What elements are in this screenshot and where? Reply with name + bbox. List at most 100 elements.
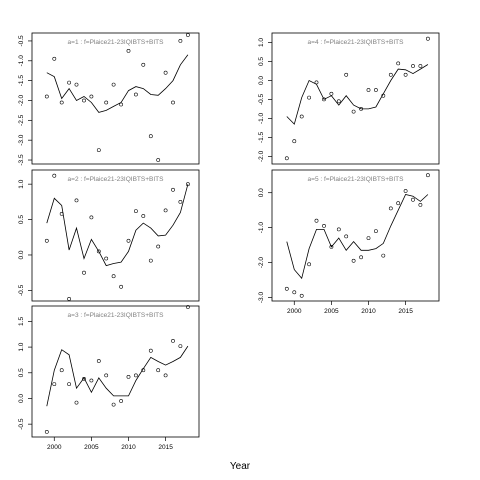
y-tick-label: -1.0 bbox=[258, 112, 265, 124]
observed-point bbox=[163, 373, 168, 378]
plot-frame bbox=[271, 32, 440, 165]
panel-a2: a=2 : f=Plaice21-23IQIBTS+BITS -0.5 0.0 0.5… bbox=[18, 169, 200, 302]
observed-point bbox=[307, 95, 312, 100]
panel-title: a=3 : f=Plaice21-23IQIBTS+BITS bbox=[68, 312, 165, 319]
panel-title: a=2 : f=Plaice21-23IQIBTS+BITS bbox=[68, 176, 165, 183]
observed-point bbox=[119, 284, 124, 289]
y-tick-label: -1.5 bbox=[18, 75, 25, 87]
observed-point bbox=[74, 400, 79, 405]
observed-point bbox=[82, 270, 86, 275]
observed-point bbox=[52, 382, 57, 387]
y-tick-label: -2.0 bbox=[258, 257, 265, 269]
observed-point bbox=[104, 373, 109, 378]
observed-point bbox=[74, 198, 79, 203]
observed-point bbox=[52, 56, 57, 61]
x-tick-label: 2005 bbox=[324, 308, 339, 315]
y-tick-label: -3.0 bbox=[18, 134, 25, 146]
observed-point bbox=[425, 173, 430, 178]
observed-point bbox=[96, 148, 101, 153]
observed-point bbox=[133, 92, 138, 97]
observed-point bbox=[178, 344, 183, 349]
observed-point bbox=[67, 80, 72, 85]
y-tick-label: 1.5 bbox=[18, 317, 25, 326]
observed-point bbox=[171, 338, 175, 343]
fitted-line bbox=[46, 54, 189, 113]
y-tick-label: -1.0 bbox=[258, 222, 265, 234]
y-tick-label: 0.0 bbox=[18, 394, 25, 403]
plot-frame bbox=[31, 305, 200, 438]
panel-a3: a=3 : f=Plaice21-23IQIBTS+BITS -0.5 0.0 0.5… bbox=[18, 305, 200, 451]
observed-point bbox=[185, 33, 190, 37]
panel-a5: a=5 : f=Plaice21-23IQIBTS+BITS -3.0 -2.0 -1… bbox=[258, 169, 440, 315]
x-tick-label: 2005 bbox=[84, 444, 99, 451]
y-tick-label: -3.0 bbox=[258, 292, 265, 304]
observed-point bbox=[104, 100, 109, 105]
observed-point bbox=[403, 189, 408, 193]
panel-title: a=4 : f=Plaice21-23IQIBTS+BITS bbox=[308, 39, 405, 46]
x-tick-label: 2015 bbox=[158, 444, 173, 451]
x-tick-label: 2000 bbox=[47, 444, 62, 451]
observed-point bbox=[96, 249, 101, 254]
panel-a4: a=4 : f=Plaice21-23IQIBTS+BITS -2.0 -1.5 -1… bbox=[258, 32, 440, 165]
y-tick-label: -0.5 bbox=[258, 93, 265, 105]
observed-point bbox=[373, 229, 378, 234]
x-tick-label: 2000 bbox=[287, 308, 302, 315]
observed-point bbox=[148, 258, 153, 263]
observed-point bbox=[74, 82, 79, 87]
y-tick-label: -2.0 bbox=[258, 150, 265, 162]
y-tick-label: 0.5 bbox=[258, 57, 265, 66]
observed-point bbox=[119, 399, 124, 403]
observed-point bbox=[59, 368, 64, 373]
y-tick-label: 1.0 bbox=[258, 38, 265, 47]
y-tick-label: 1.0 bbox=[18, 342, 25, 351]
observed-point bbox=[396, 61, 401, 66]
observed-point bbox=[284, 156, 289, 161]
observed-point bbox=[366, 88, 371, 92]
observed-point bbox=[314, 80, 319, 85]
y-tick-label: -0.5 bbox=[18, 35, 25, 47]
observed-point bbox=[307, 262, 312, 267]
y-tick-label: 0.5 bbox=[18, 368, 25, 377]
observed-point bbox=[89, 378, 94, 383]
observed-point bbox=[156, 244, 161, 249]
fitted-line bbox=[286, 194, 429, 280]
observed-point bbox=[111, 274, 116, 279]
observed-point bbox=[185, 305, 190, 309]
observed-point bbox=[329, 244, 334, 249]
observed-point bbox=[163, 70, 168, 75]
observed-point bbox=[126, 49, 131, 53]
x-tick-label: 2010 bbox=[121, 444, 136, 451]
observed-point bbox=[89, 94, 94, 99]
plot-frame bbox=[31, 169, 200, 302]
observed-point bbox=[396, 201, 401, 206]
observed-point bbox=[359, 107, 364, 111]
observed-point bbox=[44, 238, 49, 243]
observed-point bbox=[89, 215, 94, 220]
observed-point bbox=[185, 182, 190, 187]
observed-point bbox=[299, 293, 304, 298]
observed-point bbox=[148, 348, 153, 353]
y-tick-label: 0.0 bbox=[258, 188, 265, 197]
observed-point bbox=[351, 258, 356, 263]
observed-point bbox=[111, 82, 116, 87]
observed-point bbox=[314, 218, 319, 223]
observed-point bbox=[351, 109, 356, 114]
observed-point bbox=[425, 36, 430, 41]
observed-point bbox=[82, 376, 86, 381]
observed-point bbox=[59, 100, 64, 105]
observed-point bbox=[82, 98, 86, 103]
observed-point bbox=[67, 296, 72, 301]
observed-point bbox=[67, 382, 72, 387]
observed-point bbox=[388, 72, 393, 77]
observed-point bbox=[418, 202, 423, 207]
observed-point bbox=[111, 402, 116, 407]
observed-point bbox=[344, 72, 349, 77]
y-tick-label: 0.5 bbox=[18, 215, 25, 224]
observed-point bbox=[104, 256, 109, 261]
panels-group: a=1 : f=Plaice21-23IQIBTS+BITS -3.5 -3.0 -2… bbox=[18, 32, 440, 451]
observed-point bbox=[359, 255, 364, 260]
observed-point bbox=[292, 290, 297, 295]
observed-point bbox=[126, 238, 131, 243]
y-tick-label: -3.5 bbox=[18, 154, 25, 166]
